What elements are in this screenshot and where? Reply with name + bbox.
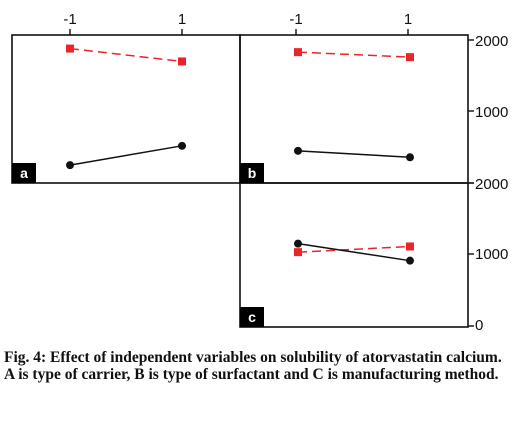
data-point	[66, 161, 74, 170]
y-tick-label: 1000	[475, 104, 508, 121]
series-line	[297, 245, 411, 253]
y-tick-label: 2000	[475, 33, 508, 50]
x-tick-label: -1	[289, 11, 302, 28]
series-line	[297, 51, 411, 58]
data-point	[406, 242, 414, 251]
data-point	[406, 256, 414, 265]
y-tick-label: 1000	[475, 246, 508, 263]
axis-ticks	[69, 29, 474, 327]
x-tick-label: -1	[63, 11, 76, 28]
data-point	[178, 141, 186, 150]
series-line	[69, 145, 183, 166]
x-tick-label: 1	[178, 11, 186, 28]
panel-tag-c: c	[240, 307, 264, 327]
panel-frame	[239, 182, 469, 328]
panel-frame	[11, 34, 241, 184]
series-line	[297, 150, 411, 159]
data-point	[406, 53, 414, 62]
data-point	[294, 248, 302, 257]
x-tick-label: 1	[404, 11, 412, 28]
caption-description: A is type of carrier, B is type of surfa…	[4, 366, 499, 383]
panel-frame	[239, 34, 469, 184]
y-tick-label: 0	[475, 317, 483, 334]
data-point	[294, 146, 302, 155]
y-tick-label: 2000	[475, 176, 508, 193]
data-point	[294, 239, 302, 248]
data-point	[178, 57, 186, 66]
svg-text:c: c	[248, 309, 256, 325]
series-line	[297, 242, 411, 262]
panel-tag-a: a	[12, 163, 36, 183]
data-point	[294, 48, 302, 57]
panel-frames	[11, 34, 469, 328]
caption-title: Fig. 4: Effect of independent variables …	[4, 349, 502, 366]
data-point	[66, 44, 74, 53]
data-point	[406, 153, 414, 162]
series-line	[69, 47, 183, 63]
interaction-plot-figure: -1 1 -1 1 2000 1000 2000 1000 0 a b c	[11, 11, 508, 334]
figure-caption: Fig. 4: Effect of independent variables …	[4, 349, 520, 383]
svg-text:a: a	[20, 165, 28, 181]
panel-tag-b: b	[240, 163, 264, 183]
chart-marks	[66, 44, 414, 265]
svg-text:b: b	[248, 165, 257, 181]
